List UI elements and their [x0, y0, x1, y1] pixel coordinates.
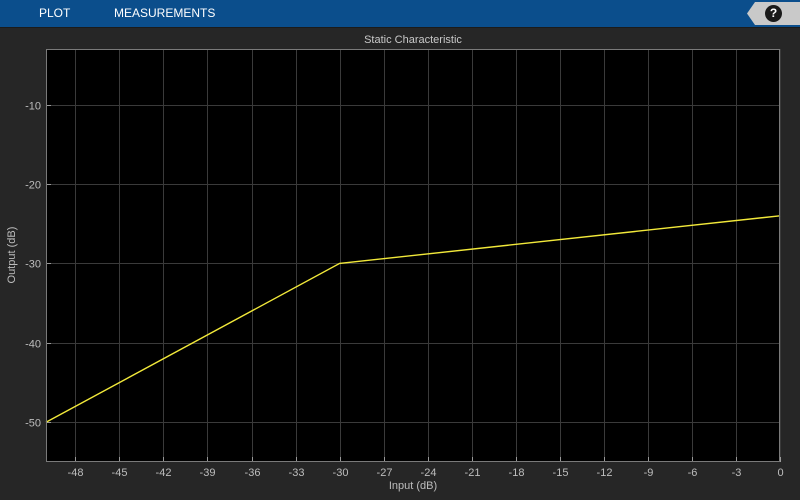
y-tick-label: -40 [25, 339, 41, 351]
help-icon: ? [765, 5, 782, 22]
x-tick-label: -6 [688, 467, 698, 479]
x-tick-label: -33 [289, 467, 305, 479]
x-tick-label: -12 [597, 467, 613, 479]
x-tick-label: -27 [377, 467, 393, 479]
tab-plot[interactable]: PLOT [39, 6, 71, 20]
y-tick-label: -50 [25, 418, 41, 430]
tick-labels: -48 -45 -42 -39 -36 -33 -30 -27 -24 -21 -18 -15 -12-… [25, 101, 783, 480]
y-tick-label: -20 [25, 180, 41, 192]
x-tick-label: -21 [465, 467, 481, 479]
x-axis-label: Input (dB) [388, 480, 438, 492]
axes-frame [46, 49, 780, 462]
tab-measurements[interactable]: MEASUREMENTS [114, 6, 216, 20]
x-tick-label: -39 [200, 467, 216, 479]
chart-title: Static Characteristic [364, 34, 462, 46]
x-tick-label: -9 [644, 467, 654, 479]
help-button[interactable]: ? [747, 2, 800, 25]
series-line [45, 215, 781, 423]
x-tick-label: -42 [156, 467, 172, 479]
toolstrip: PLOT MEASUREMENTS ? [0, 0, 800, 28]
x-tick-label: -36 [245, 467, 261, 479]
x-tick-label: -15 [553, 467, 569, 479]
x-tick-label: -18 [509, 467, 525, 479]
series-group [45, 215, 781, 423]
x-tick-label: -24 [421, 467, 437, 479]
y-tick-label: -30 [25, 259, 41, 271]
x-tick-label: -3 [732, 467, 742, 479]
x-tick-label: 0 [777, 467, 783, 479]
grid-lines [46, 49, 781, 462]
y-tick-label: -10 [25, 101, 41, 113]
y-axis-label: Output (dB) [6, 226, 18, 284]
x-tick-label: -48 [68, 467, 84, 479]
x-tick-label: -45 [112, 467, 128, 479]
x-tick-label: -30 [333, 467, 349, 479]
